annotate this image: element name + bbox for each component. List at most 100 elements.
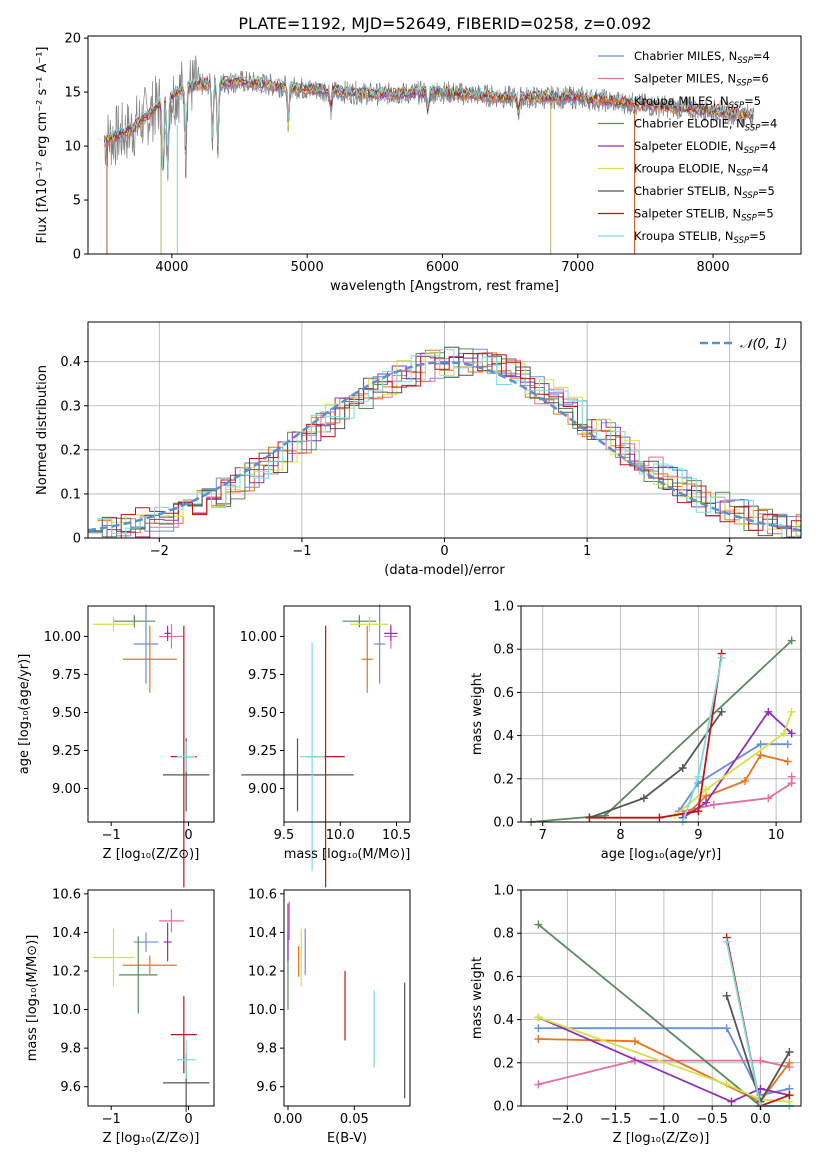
spectrum-ytick-label: 20	[64, 32, 81, 47]
spectrum-xtick-label: 7000	[561, 260, 594, 275]
mass-weight-vs-z-ytick-label: 0.0	[493, 1100, 514, 1115]
mass-weight-vs-age-point-marker	[585, 813, 594, 822]
histogram-xlabel: (data-model)/error	[384, 563, 505, 578]
age-vs-z-ylabel: age [log₁₀(age/yr)]	[17, 654, 32, 775]
age-vs-mass-ytick-label: 9.75	[248, 668, 277, 683]
age-vs-z-ytick-label: 9.00	[52, 782, 81, 797]
mass-weight-vs-z-series-line	[538, 1038, 791, 1103]
histogram-xtick-label: 0	[440, 544, 448, 559]
mass-weight-vs-age-ylabel: mass weight	[470, 673, 485, 755]
mass-weight-vs-age-point-marker	[783, 757, 792, 766]
mass-weight-vs-age-ytick-label: 0.4	[493, 729, 514, 744]
age-vs-z-xtick-label: −1	[102, 828, 121, 843]
mass-vs-ebv-xlabel: E(B-V)	[327, 1131, 367, 1146]
residual-histogram-series	[88, 348, 801, 538]
mass-weight-vs-age-series-line	[682, 710, 793, 819]
histogram-xtick-label: −2	[150, 544, 169, 559]
histogram-ytick-label: 0.4	[60, 355, 81, 370]
spectrum-legend-label: Chabrier STELIB, NSSP=5	[634, 184, 775, 201]
residual-histogram-series	[92, 352, 801, 539]
mass-vs-z-ytick-label: 10.4	[52, 926, 81, 941]
spectrum-legend-label: Kroupa STELIB, NSSP=5	[634, 229, 766, 246]
mass-weight-vs-z-point-marker	[534, 1024, 543, 1033]
mass-weight-vs-age-ytick-label: 0.6	[493, 686, 514, 701]
mass-weight-vs-age-xlabel: age [log₁₀(age/yr)]	[601, 847, 722, 862]
age-vs-mass-ytick-label: 9.00	[248, 782, 277, 797]
mass-vs-ebv-ytick-label: 10.0	[248, 1003, 277, 1018]
mass-weight-vs-age-point-marker	[741, 776, 749, 785]
mass-vs-z-ytick-label: 10.0	[52, 1003, 81, 1018]
mass-weight-vs-z-xtick-label: −1.0	[648, 1112, 680, 1127]
age-vs-z-ytick-label: 9.75	[52, 668, 81, 683]
mass-weight-vs-age-point-marker	[709, 800, 718, 809]
mass-weight-vs-age-point-marker	[787, 772, 796, 781]
residual-histogram-series	[97, 349, 801, 539]
mass-vs-z-xtick-label: 0	[184, 1112, 192, 1127]
marks-layer	[87, 55, 802, 1112]
age-vs-mass-frame	[283, 605, 411, 823]
spectrum-xtick-label: 4000	[155, 260, 188, 275]
residual-histogram-series	[97, 349, 801, 539]
spectrum-ytick-label: 15	[64, 86, 81, 101]
spectrum-ytick-label: 5	[73, 194, 81, 209]
mass-weight-vs-age-xtick-label: 8	[616, 828, 624, 843]
mass-weight-vs-age-point-marker	[717, 707, 726, 716]
mass-weight-vs-age-ytick-label: 0.2	[493, 772, 514, 787]
age-vs-z-xtick-label: 0	[184, 828, 192, 843]
mass-weight-vs-age-point-marker	[702, 798, 711, 807]
spectrum-xtick-label: 5000	[291, 260, 324, 275]
age-vs-z-xlabel: Z [log₁₀(Z/Z⊙)]	[103, 847, 200, 862]
spectrum-legend-label: Chabrier ELODIE, NSSP=4	[634, 117, 777, 134]
mass-weight-vs-z-point-marker	[785, 1058, 794, 1067]
mass-weight-vs-age-point-marker	[702, 785, 711, 794]
mass-weight-vs-z-ytick-label: 0.6	[493, 970, 514, 985]
histogram-ylabel: Normed distribution	[35, 365, 50, 495]
histogram-legend-label: 𝒩(0, 1)	[740, 337, 787, 352]
age-vs-mass-ytick-label: 10.00	[240, 630, 277, 645]
mass-weight-vs-z-ytick-label: 0.4	[493, 1013, 514, 1028]
histogram-ytick-label: 0	[73, 532, 81, 547]
figure-title: PLATE=1192, MJD=52649, FIBERID=0258, z=0…	[238, 14, 651, 33]
mass-vs-z-xtick-label: −1	[102, 1112, 121, 1127]
histogram-ytick-label: 0.2	[60, 443, 81, 458]
age-vs-z-ytick-label: 10.00	[44, 630, 81, 645]
spectrum-ytick-label: 10	[64, 140, 81, 155]
spectrum-xlabel: wavelength [Angstrom, rest frame]	[330, 279, 559, 294]
mass-weight-vs-age-xtick-label: 9	[694, 828, 702, 843]
mass-weight-vs-z-point-marker	[727, 1097, 736, 1106]
mass-weight-vs-z-xtick-label: 0.0	[750, 1112, 771, 1127]
age-vs-mass-xtick-label: 9.5	[274, 828, 295, 843]
mass-weight-vs-age-point-marker	[787, 729, 796, 738]
mass-vs-ebv-ytick-label: 9.6	[256, 1080, 277, 1095]
mass-vs-ebv-frame	[283, 889, 411, 1107]
model-spectrum-line	[103, 76, 754, 171]
age-vs-mass-xtick-label: 10.0	[326, 828, 355, 843]
histogram-xtick-label: 2	[726, 544, 734, 559]
mass-weight-vs-age-point-marker	[787, 707, 796, 716]
mass-weight-vs-age-series-line	[589, 653, 723, 819]
residual-histogram-series	[88, 346, 801, 538]
mass-weight-vs-z-point-marker	[534, 1080, 543, 1089]
spectrum-frame	[87, 35, 802, 255]
mass-weight-vs-age-point-marker	[764, 707, 773, 716]
mass-weight-vs-age-point-marker	[717, 653, 726, 662]
mass-weight-vs-age-series-line	[678, 743, 788, 812]
mass-vs-ebv-ytick-label: 9.8	[256, 1042, 277, 1057]
grid-layer	[88, 322, 801, 1107]
mass-vs-ebv-ytick-label: 10.2	[248, 965, 277, 980]
mass-vs-z-xlabel: Z [log₁₀(Z/Z⊙)]	[103, 1131, 200, 1146]
histogram-xtick-label: −1	[292, 544, 311, 559]
mass-weight-vs-z-xtick-label: −2.0	[552, 1112, 584, 1127]
mass-weight-vs-age-point-marker	[787, 636, 796, 645]
mass-weight-vs-age-point-marker	[639, 794, 648, 803]
mass-weight-vs-age-point-marker	[783, 740, 792, 749]
mass-weight-vs-z-ytick-label: 0.8	[493, 927, 514, 942]
residual-histogram-series	[92, 353, 801, 539]
mass-weight-vs-z-point-marker	[534, 1035, 543, 1044]
histogram-xtick-label: 1	[583, 544, 591, 559]
age-vs-z-ytick-label: 9.25	[52, 744, 81, 759]
mass-vs-ebv-ytick-label: 10.4	[248, 926, 277, 941]
mass-weight-vs-z-point-marker	[756, 1056, 765, 1065]
mass-vs-z-ylabel: mass [log₁₀(M/M⊙)]	[25, 935, 40, 1062]
